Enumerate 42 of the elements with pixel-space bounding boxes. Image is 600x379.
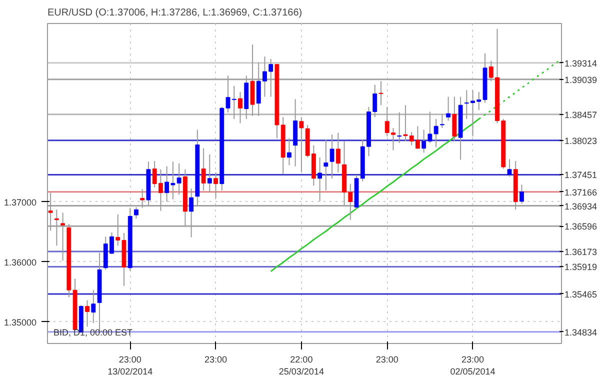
candlestick [176, 162, 182, 196]
chart-title: EUR/USD (O:1.37006, H:1.37286, L:1.36969, C:1.37166) [48, 8, 302, 18]
y-tick-label: 1.36000 [4, 257, 37, 268]
candlestick [286, 138, 292, 166]
ref-line-label: 1.35919 [564, 262, 598, 272]
candlestick [507, 158, 512, 178]
ref-line-label: 1.39314 [564, 58, 598, 68]
ref-line-label: 1.36596 [564, 222, 598, 232]
candlestick [85, 300, 90, 328]
ref-line-label: 1.37451 [564, 170, 598, 180]
candlestick [446, 96, 451, 122]
candlestick [207, 154, 212, 193]
ref-line-label: 1.37166 [564, 187, 598, 198]
x-tick-label: 22:00 25/03/2014 [278, 354, 324, 376]
ref-line-label: 1.38023 [564, 136, 598, 146]
x-tick-label: 23:00 [204, 354, 228, 364]
candlestick [440, 114, 444, 128]
candlestick [434, 118, 438, 148]
y-tick-label: 1.35000 [4, 317, 37, 328]
ref-line-label: 1.38457 [564, 110, 598, 120]
ref-line-label: 1.39039 [564, 74, 598, 85]
candlestick [91, 290, 96, 324]
ref-line-label: 1.34834 [564, 327, 598, 338]
ref-line-label: 1.35465 [564, 289, 598, 300]
candlestick [403, 104, 408, 142]
candlestick [238, 91, 242, 124]
x-tick-label: 23:00 13/02/2014 [108, 354, 153, 376]
candlestick [452, 96, 457, 142]
candlestick [330, 134, 334, 179]
candlestick [324, 138, 328, 191]
candlestick [214, 172, 218, 199]
candlestick [336, 132, 340, 173]
y-tick-label: 1.37000 [4, 197, 37, 208]
candlestick [318, 156, 322, 202]
ref-line-label: 1.36934 [564, 201, 598, 212]
candlestick [397, 112, 402, 144]
x-tick-label: 23:00 02/05/2014 [450, 354, 496, 376]
candlestick [299, 116, 304, 173]
annotation: BID, D1, 00:00 EST [54, 328, 134, 338]
candlestick [201, 148, 206, 191]
x-tick-label: 23:00 [376, 354, 398, 364]
ref-line-label: 1.36173 [564, 246, 598, 257]
